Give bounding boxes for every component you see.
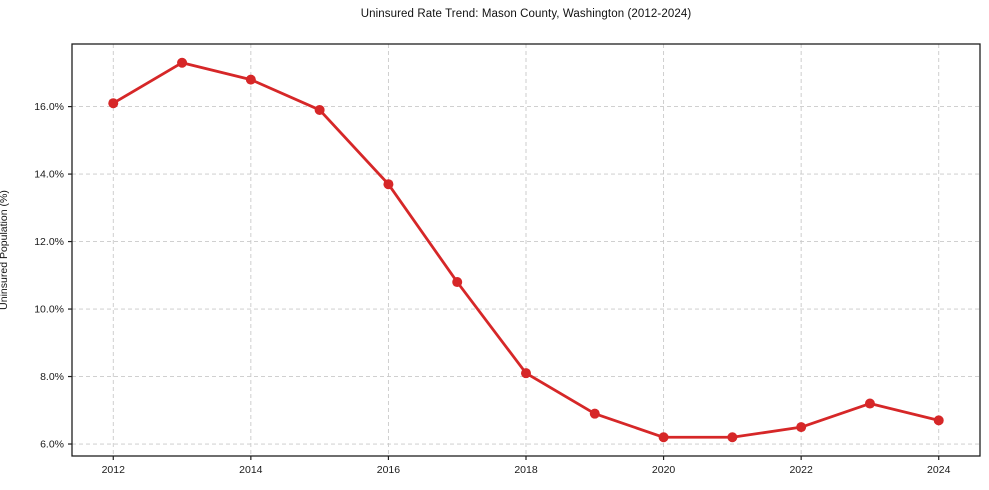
data-point-marker	[864, 398, 875, 409]
y-axis-label: Uninsured Population (%)	[0, 190, 10, 310]
chart-title: Uninsured Rate Trend: Mason County, Wash…	[360, 8, 692, 20]
data-point-marker	[589, 408, 600, 419]
x-tick-label: 2016	[377, 464, 401, 476]
data-point-marker	[933, 415, 944, 426]
x-tick-label: 2022	[789, 464, 813, 476]
data-point-marker	[727, 432, 738, 443]
y-tick-label: 10.0%	[34, 304, 64, 316]
data-point-marker	[108, 98, 119, 109]
y-tick-label: 12.0%	[34, 236, 64, 248]
data-point-marker	[314, 104, 325, 115]
x-tick-label: 2020	[652, 464, 676, 476]
x-tick-label: 2018	[514, 464, 538, 476]
y-tick-label: 14.0%	[34, 169, 64, 181]
data-point-marker	[245, 74, 256, 85]
y-tick-label: 6.0%	[40, 439, 64, 451]
data-point-marker	[383, 179, 394, 190]
data-point-marker	[658, 432, 669, 443]
data-point-marker	[796, 422, 807, 433]
data-point-marker	[521, 368, 531, 379]
x-tick-label: 2014	[239, 464, 263, 476]
x-tick-label: 2024	[927, 464, 951, 476]
y-tick-label: 8.0%	[40, 371, 64, 383]
data-point-marker	[177, 57, 188, 68]
data-point-marker	[452, 277, 463, 288]
x-tick-label: 2012	[102, 464, 126, 476]
y-tick-label: 16.0%	[34, 101, 64, 113]
